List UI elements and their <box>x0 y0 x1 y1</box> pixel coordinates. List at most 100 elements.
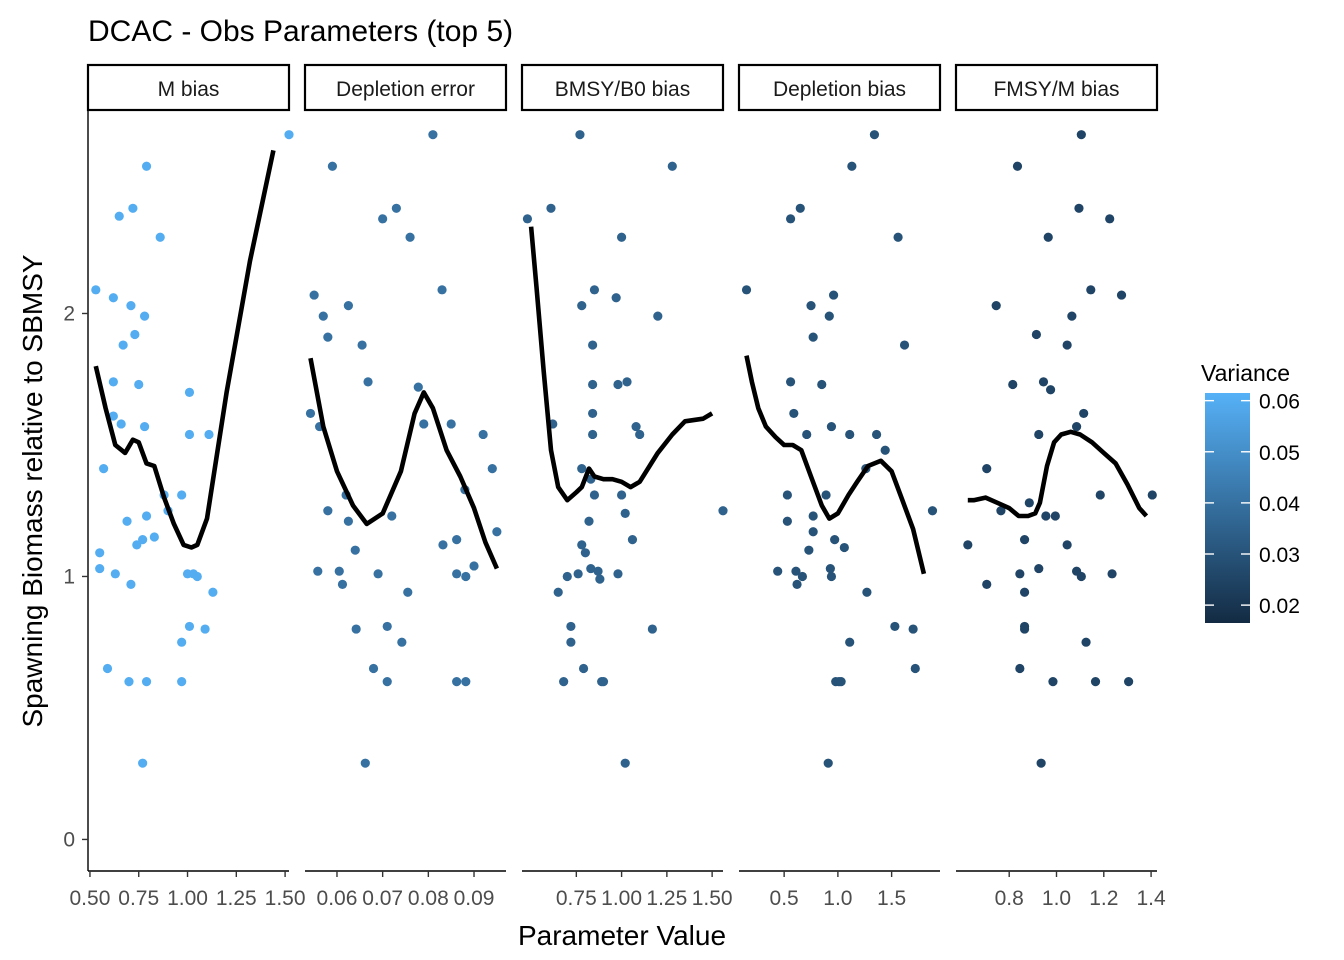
facet-m-bias: M bias 0.50 0.75 1.00 1.25 1.50 <box>70 63 306 910</box>
scatter-point <box>492 527 502 537</box>
scatter-point <box>124 677 134 687</box>
scatter-point <box>830 535 840 545</box>
scatter-point <box>1012 161 1023 171</box>
x-tick-label: 1.0 <box>1042 887 1071 910</box>
scatter-point <box>586 563 596 574</box>
scatter-point <box>1048 677 1058 687</box>
scatter-point <box>91 285 101 295</box>
x-tick-label: 1.5 <box>877 887 906 910</box>
x-tick-label: 0.07 <box>362 887 403 910</box>
scatter-point <box>647 624 657 634</box>
y-tick-label: 0 <box>63 828 75 851</box>
scatter-point <box>559 677 569 687</box>
facet-depletion-error: Depletion error 0.06 0.07 0.08 0.09 <box>303 63 508 910</box>
scatter-point <box>1072 421 1082 432</box>
scatter-point <box>821 490 831 500</box>
scatter-point <box>847 161 857 171</box>
x-tick-label: 1.0 <box>823 887 852 910</box>
facet-depletion-bias: Depletion bias 0.5 1.0 1.5 <box>737 63 942 910</box>
scatter-point <box>130 329 140 340</box>
scatter-point <box>452 535 462 545</box>
x-tick-label: 1.25 <box>646 887 687 910</box>
facet-strip-label: BMSY/B0 bias <box>555 78 690 101</box>
scatter-point <box>1050 511 1060 521</box>
scatter-point <box>1015 569 1025 579</box>
scatter-point <box>802 429 812 440</box>
x-axis-title: Parameter Value <box>518 920 726 951</box>
scatter-point <box>138 758 148 768</box>
scatter-point <box>149 532 159 542</box>
scatter-point <box>580 548 590 558</box>
scatter-point <box>1019 624 1030 634</box>
scatter-point <box>1062 340 1072 350</box>
scatter-point <box>839 542 849 553</box>
scatter-point <box>1090 677 1101 687</box>
scatter-point <box>845 429 855 440</box>
x-tick-label: 1.2 <box>1089 887 1118 910</box>
scatter-point <box>808 332 818 342</box>
scatter-point <box>387 511 397 521</box>
smooth-line <box>744 355 927 575</box>
scatter-point <box>208 587 218 597</box>
legend-title: Variance <box>1201 360 1290 386</box>
scatter-point <box>1079 408 1089 419</box>
scatter-point <box>622 377 632 387</box>
facet-strip-label: FMSY/M bias <box>993 78 1119 101</box>
x-tick-label: 0.8 <box>995 887 1024 910</box>
scatter-point <box>718 506 728 516</box>
facet-strip <box>520 63 725 112</box>
scatter-point <box>782 516 792 526</box>
scatter-point <box>1043 232 1053 242</box>
scatter-point <box>791 566 801 576</box>
scatter-point <box>584 516 594 526</box>
scatter-point <box>795 203 805 213</box>
scatter-point <box>797 571 808 582</box>
scatter-point <box>128 203 138 213</box>
legend-tick-label: 0.05 <box>1259 442 1300 465</box>
scatter-point <box>808 511 818 521</box>
scatter-point <box>350 545 360 555</box>
scatter-point <box>126 579 136 589</box>
scatter-point <box>595 574 605 584</box>
scatter-point <box>343 516 353 526</box>
scatter-point <box>741 285 752 295</box>
facet-bmsy-b0-bias: BMSY/B0 bias 0.75 1.00 1.25 1.50 <box>520 63 733 910</box>
scatter-point <box>808 527 818 537</box>
scatter-point <box>785 377 796 387</box>
scatter-point <box>323 332 333 342</box>
scatter-point <box>305 408 316 419</box>
x-tick-label: 1.00 <box>167 887 208 910</box>
x-tick-label: 0.75 <box>118 887 159 910</box>
scatter-point <box>1107 569 1117 579</box>
scatter-point <box>908 624 918 634</box>
facet-strip <box>86 63 291 112</box>
scatter-point <box>110 569 120 579</box>
scatter-point <box>785 214 796 224</box>
smooth-line <box>93 149 276 550</box>
scatter-point <box>102 663 113 674</box>
scatter-point <box>452 569 462 579</box>
scatter-point <box>438 540 448 550</box>
scatter-point <box>598 677 609 687</box>
scatter-point <box>309 290 319 300</box>
scatter-point <box>1074 203 1084 213</box>
x-tick-label: 1.00 <box>601 887 642 910</box>
scatter-point <box>893 232 903 242</box>
scatter-point <box>577 540 587 550</box>
scatter-point <box>836 677 846 687</box>
legend-tick-label: 0.04 <box>1259 493 1300 516</box>
scatter-point <box>826 421 837 432</box>
scatter-point <box>825 563 835 574</box>
x-tick-label: 1.4 <box>1136 887 1166 910</box>
scatter-point <box>1034 429 1044 440</box>
scatter-point <box>589 490 600 500</box>
scatter-point <box>588 340 598 350</box>
scatter-point <box>351 624 361 634</box>
scatter-point <box>1095 490 1105 500</box>
scatter-point <box>437 285 447 295</box>
x-tick-label: 0.06 <box>317 887 358 910</box>
y-tick-label: 1 <box>63 565 75 588</box>
scatter-point <box>469 561 479 571</box>
